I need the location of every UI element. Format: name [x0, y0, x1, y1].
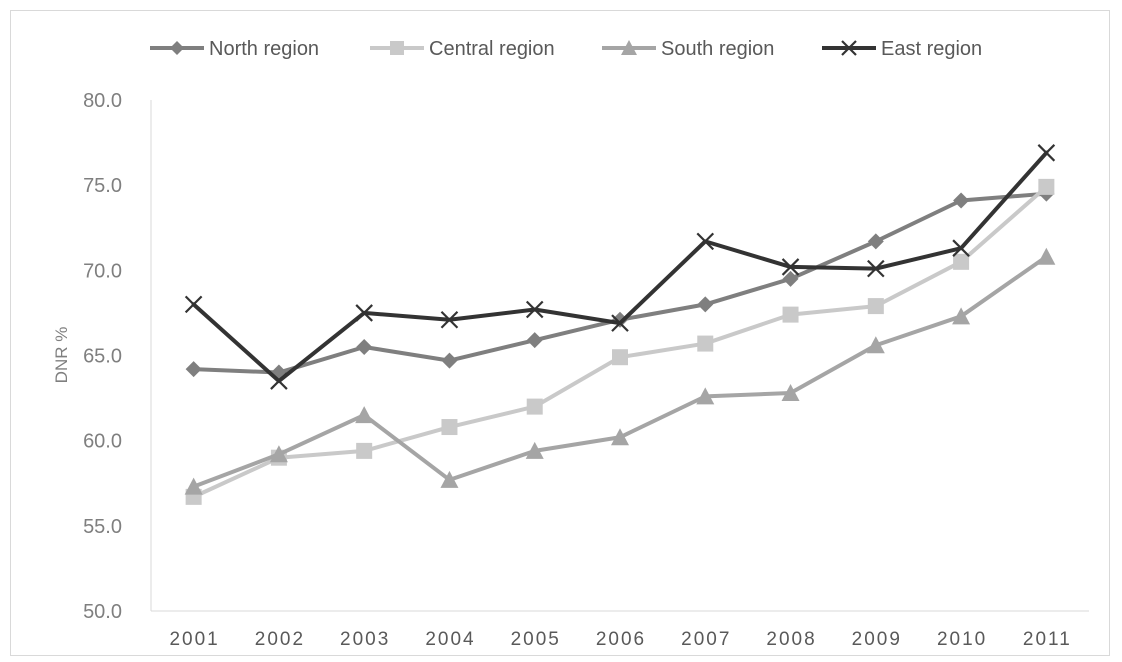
series-east-region: [184, 144, 1056, 390]
data-point-square: [953, 253, 970, 270]
y-tick-label: 55.0: [83, 516, 122, 538]
legend-item: East region: [822, 38, 982, 60]
data-point-triangle: [440, 470, 459, 488]
legend-label: Central region: [429, 38, 555, 60]
y-tick-label: 60.0: [83, 431, 122, 453]
data-point-x: [611, 314, 629, 332]
data-point-x-stroke: [184, 295, 203, 314]
data-point-triangle: [1037, 247, 1056, 265]
data-point-x: [841, 40, 857, 56]
data-point-diamond: [867, 233, 884, 250]
data-point-x: [1037, 144, 1056, 162]
x-tick-label: 2005: [511, 629, 561, 650]
data-point-x: [781, 258, 800, 276]
data-point-diamond: [697, 296, 714, 313]
data-point-x-stroke: [696, 232, 715, 251]
y-axis-title: DNR %: [52, 327, 71, 384]
data-point-diamond: [953, 192, 970, 209]
data-point-square: [1038, 178, 1055, 195]
data-point-x-stroke: [270, 372, 288, 390]
data-point-square: [526, 398, 543, 415]
data-point-triangle: [952, 307, 971, 325]
series-line: [191, 254, 1049, 489]
x-tick-label: 2011: [1023, 629, 1072, 650]
data-point-square: [390, 41, 404, 55]
data-point-x: [270, 372, 288, 390]
data-point-x-stroke: [440, 310, 459, 329]
data-point-square: [356, 442, 373, 459]
x-tick-label: 2009: [852, 629, 902, 650]
x-tick-label: 2008: [766, 629, 816, 650]
x-tick-label: 2006: [596, 629, 646, 650]
legend-label: North region: [209, 38, 319, 60]
data-point-triangle: [184, 477, 203, 495]
y-tick-label: 65.0: [83, 346, 122, 368]
data-point-x-stroke: [355, 304, 373, 322]
legend: North region Central region South region Ea…: [150, 38, 982, 60]
data-point-diamond: [185, 361, 202, 378]
data-point-diamond: [526, 332, 543, 349]
data-point-x: [952, 239, 970, 257]
data-point-square: [867, 298, 884, 315]
data-point-x: [867, 259, 885, 278]
data-point-triangle: [781, 383, 800, 401]
data-point-triangle: [866, 336, 885, 354]
data-point-x-stroke: [1037, 144, 1056, 162]
data-point-square: [612, 349, 628, 366]
y-tick-label: 70.0: [83, 260, 122, 282]
data-point-triangle: [611, 428, 629, 446]
series-line: [191, 184, 1049, 499]
data-point-x-stroke: [841, 40, 857, 56]
data-point-x-stroke: [525, 300, 544, 319]
data-point-diamond: [441, 352, 458, 369]
legend-label: East region: [881, 38, 982, 60]
x-tick-label: 2004: [425, 629, 475, 650]
x-tick-label: 2001: [169, 629, 219, 650]
legend-item: South region: [602, 38, 774, 60]
data-point-x-stroke: [611, 314, 629, 332]
y-tick-label: 75.0: [83, 175, 122, 197]
data-point-diamond: [356, 338, 373, 355]
x-tick-label: 2003: [340, 629, 390, 650]
data-point-triangle: [696, 387, 715, 405]
series-south-region: [184, 247, 1056, 495]
data-point-x: [696, 232, 715, 251]
x-tick-label: 2010: [937, 629, 987, 650]
legend-item: Central region: [370, 38, 555, 60]
y-tick-label: 50.0: [83, 601, 122, 623]
data-point-square: [441, 419, 458, 436]
data-point-x: [525, 300, 544, 319]
series-line: [191, 150, 1049, 384]
x-axis: 2001 2002 2003 2004 2005 2006 2007 2008 2009 2010…: [151, 610, 1089, 650]
data-point-square: [697, 335, 714, 352]
series-central-region: [185, 178, 1055, 505]
plot-area: [184, 144, 1056, 505]
legend-label: South region: [661, 38, 774, 60]
x-tick-label: 2007: [681, 629, 731, 650]
data-point-x-stroke: [867, 259, 885, 278]
data-point-x-stroke: [952, 239, 970, 257]
data-point-triangle: [269, 445, 288, 463]
data-point-square: [782, 306, 799, 323]
data-point-x-stroke: [781, 258, 800, 276]
data-point-x: [440, 310, 459, 329]
data-point-triangle: [525, 441, 544, 459]
x-tick-label: 2002: [255, 629, 305, 650]
legend-item: North region: [150, 38, 319, 60]
y-axis: 50.0 55.0 60.0 65.0 70.0 75.0 80.0: [83, 90, 152, 623]
data-point-x: [184, 295, 203, 314]
data-point-triangle: [355, 406, 374, 424]
data-point-x: [355, 304, 373, 322]
data-point-triangle: [621, 40, 637, 55]
y-tick-label: 80.0: [83, 90, 122, 112]
data-point-diamond: [782, 270, 799, 287]
data-point-diamond: [170, 41, 184, 55]
